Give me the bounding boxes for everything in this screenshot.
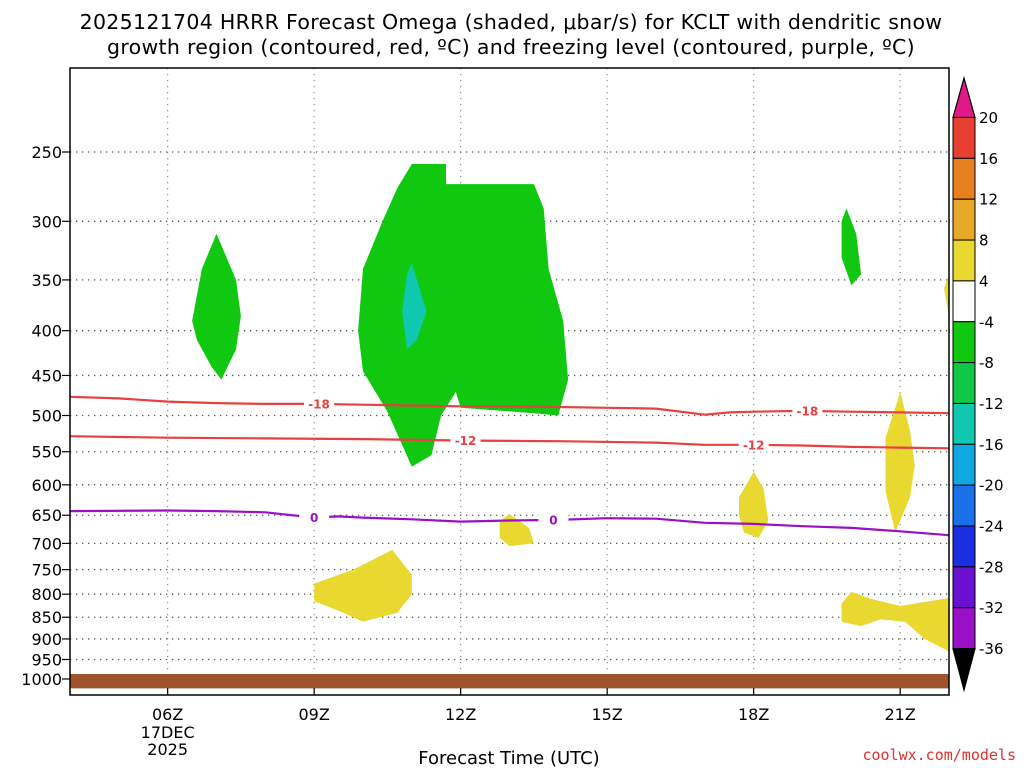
omega-shaded-regions	[192, 164, 949, 652]
omega-region	[944, 274, 949, 317]
y-axis-ticks: 250 300 350 400 450 500 550 600 650 700 750 800 850 9…	[21, 143, 70, 689]
omega-region	[841, 208, 862, 286]
title-line-1: 2025121704 HRRR Forecast Omega (shaded, …	[80, 10, 943, 34]
x-tick-label: 21Z	[885, 705, 916, 724]
colorbar-swatch	[952, 280, 976, 323]
colorbar-swatch	[952, 117, 976, 159]
colorbar-label: 20	[979, 109, 998, 127]
x-tick-sublabel: 17DEC	[141, 723, 195, 742]
contour-label: 0	[549, 513, 557, 527]
colorbar-label: -24	[979, 518, 1004, 536]
contour-label: -12	[743, 438, 765, 452]
colorbar-swatch	[952, 402, 976, 445]
y-tick-label: 850	[31, 608, 62, 627]
colorbar-label: 4	[979, 272, 989, 290]
y-tick-label: 250	[31, 143, 62, 162]
contour-label-background	[792, 403, 823, 418]
y-tick-label: 800	[31, 585, 62, 604]
y-tick-label: 750	[31, 561, 62, 580]
y-tick-label: 350	[31, 271, 62, 290]
colorbar-label: 12	[979, 191, 998, 209]
contour-line	[69, 509, 950, 537]
colorbar-label: -28	[979, 558, 1004, 576]
x-tick-label: 15Z	[592, 705, 623, 724]
contour-label-background	[450, 433, 481, 448]
chart-title: 2025121704 HRRR Forecast Omega (shaded, …	[80, 10, 943, 59]
omega-region	[739, 471, 769, 538]
colorbar-label: -32	[979, 599, 1004, 617]
ground-band	[70, 674, 949, 689]
colorbar-label: -16	[979, 436, 1004, 454]
contour-line	[69, 435, 950, 450]
contour-label-background	[304, 396, 335, 411]
colorbar-swatch	[952, 362, 976, 404]
x-tick-label: 18Z	[738, 705, 769, 724]
y-tick-label: 950	[31, 651, 62, 670]
omega-region	[841, 591, 949, 652]
contour-label: 0	[310, 511, 318, 525]
x-tick-label: 06Z	[152, 705, 183, 724]
colorbar-label: -12	[979, 395, 1004, 413]
y-tick-label: 500	[31, 407, 62, 426]
contour-label: -12	[455, 434, 477, 448]
omega-region	[314, 549, 412, 622]
colorbar-swatch	[952, 157, 976, 200]
omega-region	[192, 233, 241, 380]
colorbar-swatch	[952, 566, 976, 609]
credit-text: coolwx.com/models	[862, 746, 1016, 764]
omega-region	[499, 514, 534, 547]
omega-region	[885, 392, 915, 533]
y-tick-label: 650	[31, 506, 62, 525]
y-tick-label: 600	[31, 476, 62, 495]
y-tick-label: 550	[31, 443, 62, 462]
contour-label-background	[738, 437, 769, 452]
x-axis-label: Forecast Time (UTC)	[418, 748, 599, 768]
temperature-contours: -18 -18 -12 -12 0 0	[69, 395, 950, 537]
colorbar-swatch	[952, 321, 976, 364]
colorbar-arrow-top	[952, 75, 976, 119]
colorbar-label: -8	[979, 354, 994, 372]
y-tick-label: 700	[31, 534, 62, 553]
contour-label-background	[538, 512, 569, 527]
colorbar-label: 16	[979, 150, 998, 168]
colorbar-label: -20	[979, 477, 1004, 495]
omega-region	[358, 164, 569, 467]
y-tick-label: 1000	[21, 670, 62, 689]
colorbar: 20 16 12 8 4 -4 -8 -12 -16 -20 -24 -28 -32 -36	[952, 75, 1004, 693]
colorbar-swatch	[952, 525, 976, 568]
x-tick-label: 09Z	[299, 705, 330, 724]
colorbar-swatch	[952, 443, 976, 486]
colorbar-label: -36	[979, 640, 1004, 658]
y-tick-label: 900	[31, 630, 62, 649]
omega-region	[402, 263, 427, 350]
colorbar-arrow-bottom	[952, 647, 976, 693]
title-line-2: growth region (contoured, red, ºC) and f…	[107, 35, 915, 59]
plot-frame	[69, 67, 950, 696]
y-tick-label: 300	[31, 212, 62, 231]
colorbar-label: -4	[979, 313, 994, 331]
contour-label-background	[299, 510, 330, 525]
colorbar-swatch	[952, 198, 976, 241]
y-tick-label: 450	[31, 366, 62, 385]
colorbar-swatch	[952, 607, 976, 650]
contour-label: -18	[308, 397, 330, 411]
colorbar-swatch	[952, 239, 976, 282]
x-tick-sublabel: 2025	[147, 740, 188, 759]
y-tick-label: 400	[31, 322, 62, 341]
colorbar-label: 8	[979, 232, 989, 250]
ground-surface	[70, 674, 949, 689]
x-tick-label: 12Z	[445, 705, 476, 724]
colorbar-swatch	[952, 484, 976, 527]
contour-label: -18	[797, 404, 819, 418]
